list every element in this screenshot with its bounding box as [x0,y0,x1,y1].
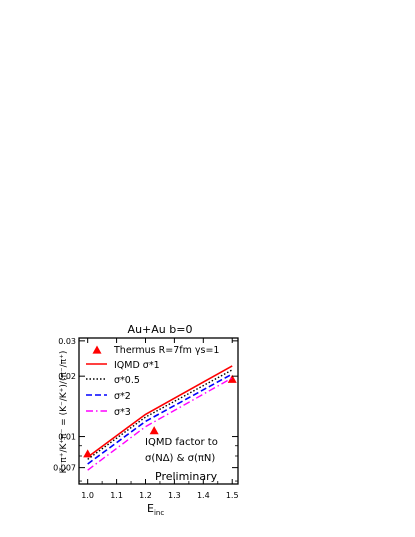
x-tick-label: 1.4 [197,491,210,500]
y-axis-label: K⁻π⁺/K⁺π⁻ = (K⁻/K⁺)/(π⁻/π⁺) [59,351,69,474]
y-tick-label: 0.03 [58,337,76,346]
series-line-1 [87,365,233,458]
y-tick-label: 0.02 [58,372,76,381]
x-tick-label: 1.5 [226,491,239,500]
x-axis-label: Einc [147,502,164,517]
x-tick-label: 1.2 [139,491,152,500]
annotation-preliminary: Preliminary [155,470,218,483]
legend: Thermus R=7fm γs=1 IQMD σ*1 σ*0.5 σ*2 σ*3 [86,345,219,418]
legend-entry: Thermus R=7fm γs=1 [113,345,219,356]
plot-frame [78,337,239,485]
thermus-data-point [149,426,159,435]
y-tick-label: 0.01 [58,433,76,442]
annotation-cross-sections: σ(NΔ) & σ(πN) [145,453,215,464]
x-axis-label-sub: inc [154,509,164,517]
ticks-layer: 1.0 1.1 1.2 1.3 1.4 1.5 0.007 0.01 0.02 0.03 [53,337,238,500]
legend-entry: σ*2 [114,391,131,402]
legend-marker [92,345,102,354]
y-tick-label: 0.007 [53,464,76,473]
series-line-3 [87,373,233,465]
x-axis-label-main: E [147,502,154,515]
x-tick-label: 1.3 [168,491,181,500]
series-line-2 [87,369,233,460]
x-tick-label: 1.0 [81,491,94,500]
series-layer [83,365,237,471]
legend-entry: σ*3 [114,407,131,418]
legend-entry: σ*0.5 [114,375,140,386]
annotation-iqmd-factor: IQMD factor to [145,437,218,448]
thermus-data-point [227,374,237,383]
x-tick-label: 1.1 [110,491,123,500]
chart-title: Au+Au b=0 [128,323,193,336]
legend-entry: IQMD σ*1 [114,360,160,371]
